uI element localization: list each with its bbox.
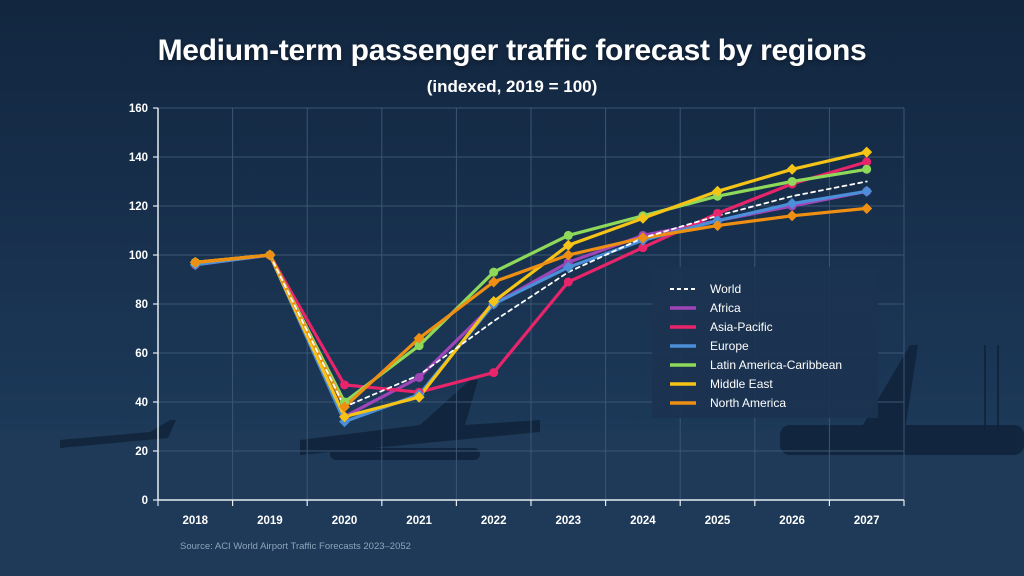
chart-subtitle: (indexed, 2019 = 100) <box>426 77 598 96</box>
legend-box <box>652 267 878 418</box>
x-tick-label: 2019 <box>257 515 283 527</box>
data-point-latin-america-caribbean <box>414 341 424 351</box>
x-tick-label: 2024 <box>630 515 656 527</box>
x-tick-label: 2026 <box>779 515 805 527</box>
data-point-middle-east <box>488 296 500 308</box>
x-tick-label: 2022 <box>481 515 507 527</box>
data-point-latin-america-caribbean <box>787 177 797 186</box>
data-point-north-america <box>637 232 649 244</box>
data-point-north-america <box>786 210 798 222</box>
x-tick-label: 2021 <box>406 515 432 527</box>
data-point-middle-east <box>786 163 798 175</box>
series-line-asia-pacific <box>193 160 869 394</box>
data-point-middle-east <box>562 239 574 251</box>
data-point-latin-america-caribbean <box>489 267 499 277</box>
data-point-north-america <box>562 249 574 261</box>
data-point-asia-pacific <box>340 380 349 390</box>
data-point-europe <box>562 261 574 273</box>
data-point-north-america <box>712 220 723 232</box>
y-tick-label: 120 <box>129 201 148 213</box>
data-point-asia-pacific <box>713 208 722 218</box>
series-line-middle-east <box>193 150 869 419</box>
data-point-asia-pacific <box>862 157 872 167</box>
legend-label-africa: Africa <box>710 301 741 315</box>
y-tick-label: 100 <box>129 250 148 262</box>
data-point-middle-east <box>712 185 723 197</box>
data-point-north-america <box>413 332 425 344</box>
data-point-asia-pacific <box>638 243 648 253</box>
y-tick-label: 40 <box>135 397 148 409</box>
x-tick-label: 2018 <box>183 515 209 527</box>
data-point-asia-pacific <box>489 368 499 378</box>
legend-label-world: World <box>710 282 741 296</box>
source-note: Source: ACI World Airport Traffic Foreca… <box>180 541 411 552</box>
x-tick-label: 2027 <box>854 515 880 527</box>
data-point-asia-pacific <box>563 277 573 287</box>
y-tick-label: 160 <box>129 103 148 115</box>
data-point-north-america <box>264 249 276 261</box>
legend-label-asia-pacific: Asia-Pacific <box>710 320 773 334</box>
x-tick-label: 2023 <box>556 515 582 527</box>
data-point-latin-america-caribbean <box>862 164 872 174</box>
y-tick-label: 20 <box>135 446 148 458</box>
legend-label-europe: Europe <box>710 339 749 353</box>
legend-label-middle-east: Middle East <box>710 377 773 391</box>
data-point-middle-east <box>637 212 649 224</box>
data-point-north-america <box>189 256 201 268</box>
data-point-africa <box>414 373 424 382</box>
x-tick-label: 2025 <box>705 515 731 527</box>
legend-label-north-america: North America <box>710 396 786 410</box>
data-point-north-america <box>488 276 500 288</box>
data-point-europe <box>861 185 873 197</box>
y-tick-label: 140 <box>129 152 148 164</box>
y-tick-label: 60 <box>135 348 148 360</box>
data-point-north-america <box>861 202 873 214</box>
chart-title: Medium-term passenger traffic forecast b… <box>157 34 867 67</box>
data-point-middle-east <box>413 391 425 403</box>
data-point-north-america <box>339 401 350 413</box>
legend-label-latin-america-caribbean: Latin America-Caribbean <box>710 358 842 372</box>
y-tick-label: 80 <box>135 299 148 311</box>
data-point-europe <box>786 198 798 210</box>
y-tick-label: 0 <box>142 495 148 507</box>
x-tick-label: 2020 <box>332 515 358 527</box>
data-point-latin-america-caribbean <box>563 230 573 240</box>
data-point-middle-east <box>861 146 873 158</box>
data-point-middle-east <box>339 411 350 423</box>
